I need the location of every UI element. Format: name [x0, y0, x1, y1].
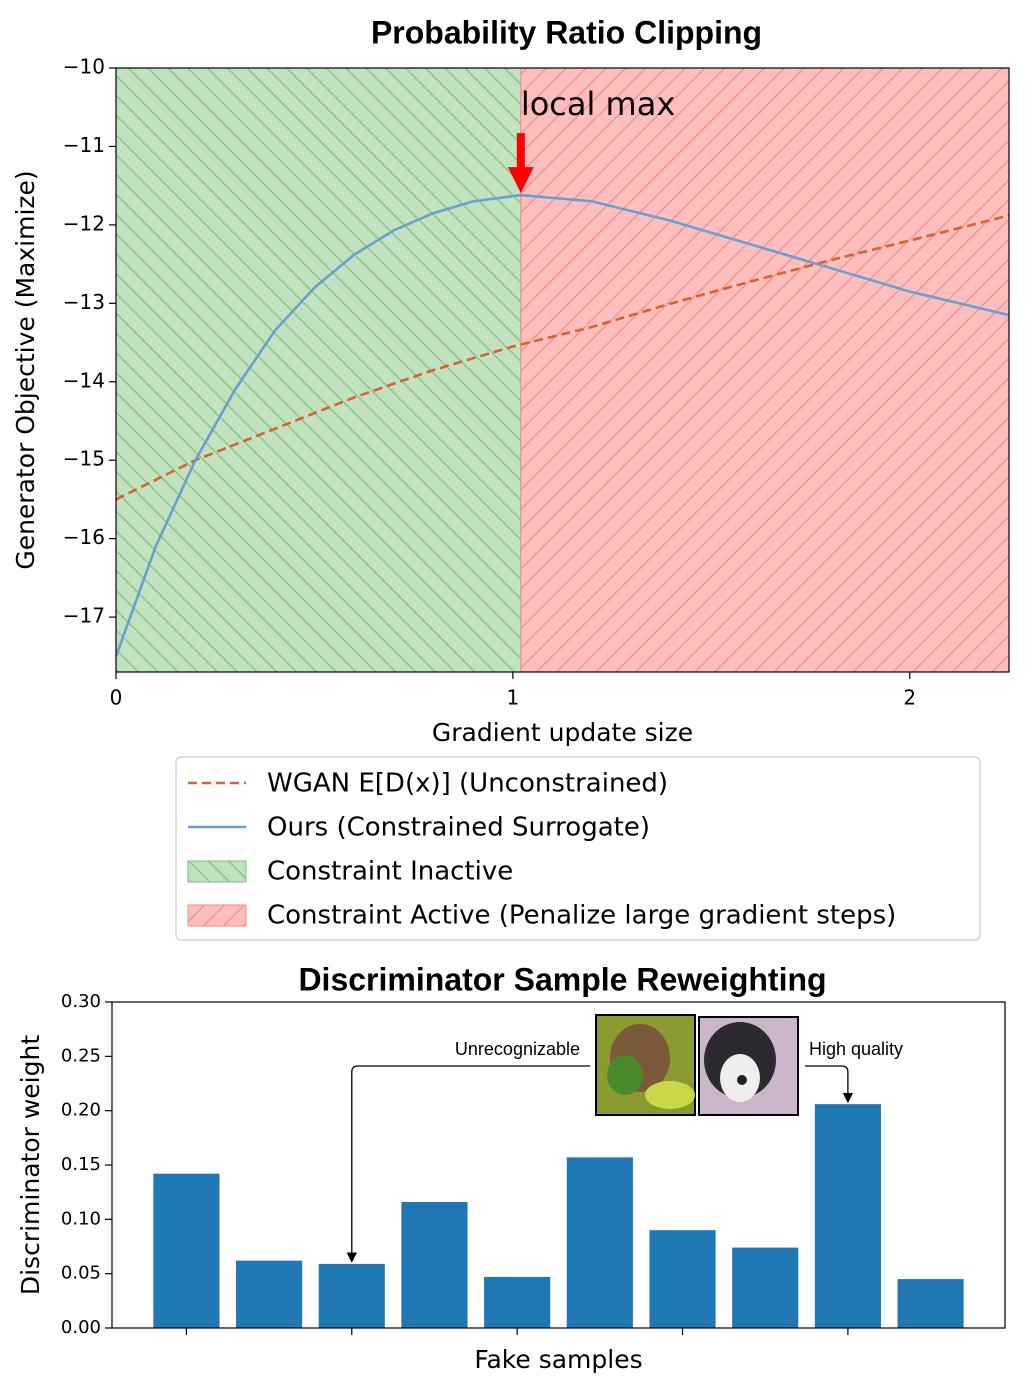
y-axis-label: Discriminator weight: [16, 1035, 45, 1295]
legend-swatch: [187, 860, 247, 883]
y-tick-label: −13: [63, 290, 105, 314]
y-tick-label: 0.25: [61, 1045, 101, 1066]
x-tick-label: 0: [110, 686, 123, 710]
annotation-arrow: [805, 1065, 854, 1104]
legend-label: Ours (Constrained Surrogate): [267, 813, 650, 843]
bar: [566, 1157, 633, 1328]
line-series: [116, 193, 1009, 657]
x-tick-label: 1: [507, 686, 520, 710]
y-tick-label: 0.05: [61, 1263, 101, 1284]
y-tick-label: −17: [63, 604, 105, 628]
annotation-arrow: [346, 1065, 590, 1263]
y-tick-label: 0.20: [61, 1100, 101, 1121]
bar: [649, 1230, 716, 1328]
x-tick-label: 2: [903, 686, 916, 710]
bar: [318, 1263, 385, 1328]
y-tick-label: 0.15: [61, 1154, 101, 1175]
bar: [732, 1247, 799, 1328]
bar: [897, 1279, 964, 1328]
y-tick-label: 0.00: [61, 1317, 101, 1338]
bar: [153, 1173, 220, 1328]
legend-box: [175, 756, 981, 941]
legend-swatch: [187, 904, 247, 927]
y-tick-label: −12: [63, 211, 105, 235]
annotation-arrow: [507, 133, 534, 194]
annotation: local max: [521, 85, 675, 123]
bar: [814, 1104, 881, 1328]
chart-title: Probability Ratio Clipping: [371, 14, 762, 50]
shaded-region: [115, 67, 522, 673]
x-axis-label: Fake samples: [474, 1345, 642, 1374]
line-series: [116, 214, 1009, 501]
y-tick-label: −11: [63, 133, 105, 157]
chart-title: Discriminator Sample Reweighting: [298, 961, 826, 997]
plot-area: [116, 193, 1009, 657]
annotation: High quality: [809, 1039, 903, 1059]
y-axis-label: Generator Objective (Maximize): [11, 170, 40, 569]
bar: [401, 1201, 468, 1328]
y-tick-label: −16: [63, 525, 105, 549]
legend-label: Constraint Active (Penalize large gradie…: [267, 901, 896, 931]
bar: [236, 1260, 303, 1328]
sample-image: [698, 1016, 799, 1116]
x-axis-label: Gradient update size: [432, 718, 693, 747]
axes-frame: [115, 67, 1010, 673]
shaded-region: [520, 67, 1010, 673]
legend-label: WGAN E[D(x)] (Unconstrained): [267, 769, 668, 799]
y-tick-label: 0.10: [61, 1208, 101, 1229]
annotation: Unrecognizable: [455, 1039, 580, 1059]
y-tick-label: −10: [63, 55, 105, 79]
y-tick-label: 0.30: [61, 991, 101, 1012]
y-tick-label: −14: [63, 368, 105, 392]
y-tick-label: −15: [63, 447, 105, 471]
bar: [484, 1276, 551, 1328]
legend-label: Constraint Inactive: [267, 857, 513, 887]
sample-image: [595, 1014, 696, 1116]
